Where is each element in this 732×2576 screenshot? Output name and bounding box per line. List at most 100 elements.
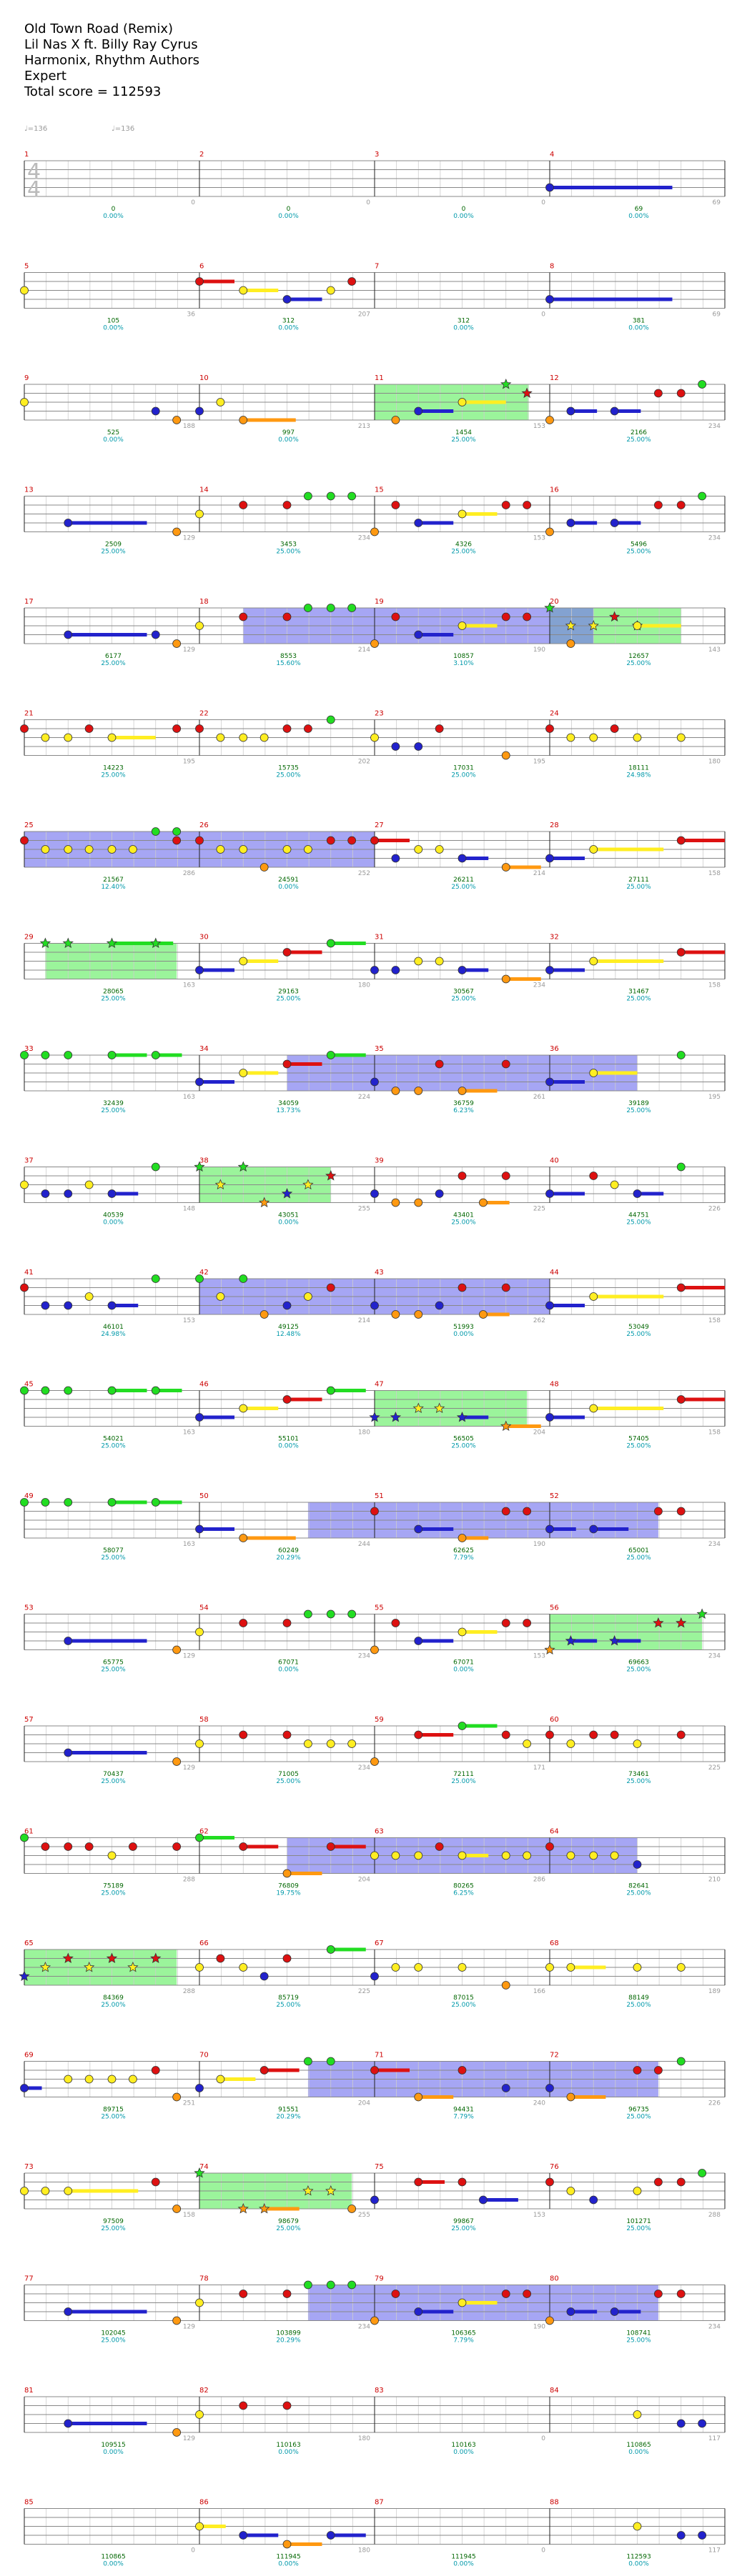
measure-score: 43401	[453, 1212, 474, 1219]
measure-percent: 25.00%	[451, 884, 476, 891]
note-gem	[676, 2419, 686, 2428]
measure-score: 312	[458, 318, 470, 325]
note-gem	[239, 2531, 248, 2540]
note-count: 0	[191, 2547, 195, 2555]
measure-score: 18111	[628, 765, 649, 772]
measure-percent: 25.00%	[276, 996, 301, 1003]
note-gem	[589, 1730, 598, 1739]
measure-number: 50	[199, 1492, 209, 1500]
note-gem	[282, 1619, 292, 1627]
note-gem	[391, 1087, 400, 1095]
measure-number: 11	[375, 374, 384, 382]
note-gem	[84, 845, 94, 854]
measure-number: 78	[199, 2275, 209, 2283]
note-gem	[435, 1842, 444, 1851]
measure-percent: 20.29%	[276, 2114, 301, 2121]
note-gem	[545, 2316, 554, 2325]
measure-score: 67071	[278, 1659, 299, 1667]
note-gem	[195, 2410, 204, 2419]
note-gem	[151, 1162, 160, 1172]
note-gem	[479, 1198, 488, 1207]
note-gem	[347, 2280, 357, 2290]
measure-percent: 25.00%	[626, 436, 651, 444]
note-gem	[20, 1498, 29, 1507]
note-gem	[589, 1851, 598, 1860]
note-count: 255	[358, 1206, 370, 1213]
note-gem	[676, 1730, 686, 1739]
measure-number: 45	[24, 1381, 34, 1389]
measure-number: 24	[550, 710, 559, 718]
note-count: 225	[358, 1988, 370, 1995]
measure-percent: 19.75%	[276, 1890, 301, 1897]
note-gem	[501, 1059, 510, 1069]
note-gem	[545, 724, 554, 733]
measure-number: 46	[199, 1381, 209, 1389]
note-gem	[566, 1851, 575, 1860]
measure-percent: 25.00%	[451, 549, 476, 556]
note-gem	[479, 1310, 488, 1319]
note-gem	[391, 742, 400, 751]
note-gem	[501, 974, 510, 984]
note-gem	[633, 621, 642, 630]
note-gem	[282, 1869, 292, 1878]
measure-percent: 12.40%	[101, 884, 126, 891]
note-gem	[458, 2066, 467, 2075]
note-gem	[523, 501, 532, 509]
note-count: 36	[187, 311, 196, 319]
note-gem	[172, 836, 182, 845]
note-gem	[282, 1395, 292, 1404]
star-note	[696, 1608, 708, 1619]
note-count: 213	[358, 423, 370, 430]
measure-percent: 25.00%	[626, 2225, 651, 2232]
measure-percent: 0.00%	[103, 325, 124, 332]
note-gem	[458, 1172, 467, 1180]
note-gem	[41, 1498, 50, 1507]
measure-number: 39	[375, 1157, 384, 1165]
measure-score: 103899	[276, 2330, 301, 2337]
note-gem	[239, 733, 248, 742]
note-gem	[195, 1963, 204, 1972]
note-gem	[107, 1498, 117, 1507]
note-gem	[41, 1189, 50, 1198]
note-gem	[195, 724, 204, 733]
measure-score: 32439	[103, 1100, 124, 1107]
measure-percent: 0.00%	[453, 1331, 474, 1338]
note-count: 286	[183, 870, 195, 877]
note-gem	[172, 527, 182, 536]
note-gem	[391, 1310, 400, 1319]
note-gem	[566, 406, 575, 416]
note-count: 226	[708, 2100, 721, 2107]
measure-score: 997	[282, 429, 295, 436]
note-count: 195	[708, 1094, 721, 1101]
measure-score: 112593	[626, 2554, 651, 2561]
measure-number: 72	[550, 2052, 559, 2060]
star-note	[390, 1411, 402, 1422]
note-gem	[414, 630, 423, 639]
note-gem	[20, 2084, 29, 2092]
note-gem	[654, 389, 663, 398]
note-count: 153	[533, 535, 545, 542]
star-note	[62, 1952, 74, 1964]
measure-percent: 25.00%	[101, 1778, 126, 1785]
measure-score: 102045	[101, 2330, 125, 2337]
measure-number: 54	[199, 1604, 209, 1612]
note-gem	[676, 2177, 686, 2187]
note-gem	[151, 1498, 160, 1507]
note-gem	[282, 1301, 292, 1310]
note-gem	[282, 724, 292, 733]
measure-percent: 6.25%	[453, 1890, 474, 1897]
note-gem	[458, 966, 467, 974]
note-count: 288	[183, 1988, 195, 1995]
note-count: 129	[183, 2324, 195, 2331]
note-gem	[64, 733, 73, 742]
note-count: 189	[708, 1988, 721, 1995]
note-count: 129	[183, 1764, 195, 1772]
star-note	[544, 601, 555, 613]
note-count: 153	[533, 2212, 545, 2219]
note-count: 180	[708, 759, 721, 766]
note-gem	[458, 1851, 467, 1860]
note-gem	[20, 398, 29, 406]
star-note	[258, 2202, 270, 2214]
measure-number: 73	[24, 2163, 34, 2171]
